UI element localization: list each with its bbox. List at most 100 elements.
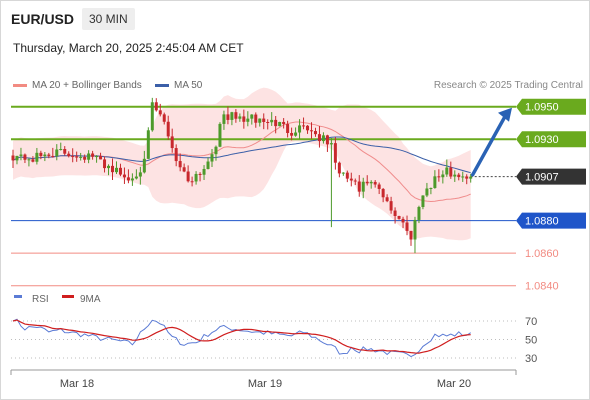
candle	[130, 173, 134, 186]
candle	[186, 165, 190, 183]
candle-body	[361, 181, 365, 192]
candle-body	[114, 167, 118, 173]
timeframe-button[interactable]: 30 MIN	[82, 8, 135, 30]
candle-body	[19, 154, 23, 156]
candle	[31, 156, 35, 163]
candle-body	[290, 132, 294, 136]
candle-body	[298, 125, 302, 133]
candle	[266, 119, 270, 130]
candle	[417, 205, 421, 224]
time-tick-1: Mar 19	[248, 378, 282, 390]
rsi-legend-swatch	[14, 295, 22, 298]
candle-body	[405, 222, 409, 231]
candle-body	[190, 181, 194, 183]
candle-body	[313, 131, 317, 135]
candle-body	[286, 124, 290, 133]
instrument-title: EUR/USD	[11, 11, 75, 27]
candle-body	[449, 167, 453, 177]
candle-body	[31, 159, 35, 162]
candle-body	[238, 116, 242, 119]
candle	[465, 174, 469, 185]
candle-body	[218, 123, 222, 147]
candle-body	[174, 148, 178, 162]
candle-body	[118, 167, 122, 175]
candle	[206, 157, 210, 170]
candle-body	[409, 230, 413, 240]
candle	[43, 152, 47, 162]
rsi-line	[12, 318, 471, 358]
candle-body	[166, 121, 170, 137]
candle	[83, 154, 87, 163]
candle	[433, 170, 437, 189]
candle-body	[130, 178, 134, 181]
candle	[55, 144, 59, 161]
level-label-1.0930: 1.0930	[516, 131, 586, 148]
candle	[401, 216, 405, 229]
candle	[63, 146, 67, 156]
candle-body	[103, 159, 107, 169]
level-label-1.0840: 1.0840	[525, 281, 559, 293]
candle	[51, 147, 55, 158]
candle	[142, 150, 146, 174]
candle	[381, 187, 385, 203]
level-tag-text: 1.0930	[525, 134, 559, 146]
candle	[35, 147, 39, 165]
legend-ma50-swatch	[155, 83, 169, 87]
candle	[413, 216, 417, 254]
candle-body	[349, 178, 353, 181]
candle	[226, 106, 230, 125]
candle-body	[23, 154, 27, 160]
candle-body	[373, 181, 377, 185]
candle	[310, 122, 313, 139]
candle-body	[59, 149, 63, 151]
candle-body	[107, 165, 111, 169]
candle-body	[162, 114, 166, 122]
candle	[469, 173, 473, 183]
candle-body	[230, 112, 234, 120]
candle	[298, 119, 302, 140]
candle-body	[393, 210, 397, 216]
candle	[75, 151, 79, 162]
candle-body	[445, 167, 449, 175]
bollinger-band	[13, 87, 471, 241]
candle	[182, 163, 186, 173]
candle-body	[345, 172, 349, 179]
candle	[278, 121, 282, 127]
candle-body	[310, 130, 313, 132]
candle-body	[389, 201, 393, 211]
candle	[238, 113, 242, 122]
candle	[409, 230, 413, 246]
candle-body	[154, 102, 158, 111]
candle	[369, 180, 373, 189]
candle-body	[254, 114, 258, 123]
candle	[262, 113, 266, 130]
candle-body	[381, 188, 385, 198]
candle-body	[47, 154, 51, 156]
candle-body	[87, 153, 91, 160]
candle-body	[43, 154, 47, 157]
candle-body	[429, 187, 433, 189]
candle-body	[321, 135, 325, 142]
candle-body	[341, 172, 345, 174]
rsi-legend-label: RSI	[32, 294, 49, 305]
candle-body	[270, 119, 274, 123]
candle	[39, 150, 43, 160]
candle-body	[39, 152, 43, 157]
candle	[250, 114, 254, 125]
candle	[118, 163, 122, 177]
candle	[333, 137, 337, 170]
candle	[453, 170, 457, 182]
candle	[122, 167, 126, 184]
candle	[162, 112, 166, 125]
candle	[202, 165, 206, 181]
candle-body	[457, 174, 461, 178]
candle	[87, 150, 91, 164]
candle	[325, 134, 329, 152]
rsi-panel: RSI 9MA 70 50 30	[11, 294, 537, 365]
candle-body	[250, 114, 254, 119]
time-axis: Mar 18 Mar 19 Mar 20	[10, 369, 517, 390]
candle-body	[11, 155, 15, 161]
candle-body	[182, 167, 186, 172]
level-label-1.0860: 1.0860	[525, 248, 559, 260]
